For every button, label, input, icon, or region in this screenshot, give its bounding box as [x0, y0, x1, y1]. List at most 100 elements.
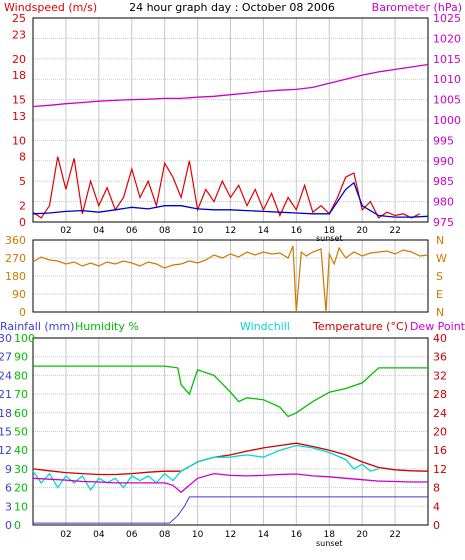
- humidity-tick-label: 40: [14, 444, 28, 457]
- x-tick-label: 02: [60, 530, 71, 540]
- winddir-tick-label: 270: [5, 252, 26, 265]
- temperature-tick-label: 28: [433, 388, 447, 401]
- barometer-tick-label: 985: [433, 175, 454, 188]
- humidity-tick-label: 0: [14, 519, 21, 532]
- humidity-tick-label: 30: [14, 463, 28, 476]
- temperature-tick-label: 8: [433, 482, 440, 495]
- x-tick-label: 12: [225, 226, 236, 236]
- temperature-tick-label: 40: [433, 332, 447, 345]
- windspeed-tick-label: 15: [12, 94, 26, 107]
- sunset-label: sunset: [316, 234, 343, 243]
- x-tick-label: 04: [93, 530, 105, 540]
- barometer-tick-label: 980: [433, 196, 454, 209]
- compass-label: S: [436, 270, 443, 283]
- rainfall-tick-label: 21: [0, 388, 12, 401]
- x-tick-label: 14: [258, 226, 270, 236]
- barometer-tick-label: 1000: [433, 114, 461, 127]
- humidity-tick-label: 70: [14, 388, 28, 401]
- compass-label: E: [436, 288, 443, 301]
- temperature-series-line: [32, 442, 429, 476]
- x-tick-label: 06: [126, 226, 138, 236]
- barometer-tick-label: 1010: [433, 73, 461, 86]
- humidity-series-line: [33, 365, 428, 418]
- barometer-tick-label: 975: [433, 216, 454, 229]
- compass-label: N: [436, 306, 444, 319]
- humidity-tick-label: 10: [14, 500, 28, 513]
- rainfall-tick-label: 3: [5, 500, 12, 513]
- temperature-axis-label: Temperature (°C): [312, 320, 408, 333]
- x-tick-label: 16: [291, 530, 303, 540]
- x-tick-label: 18: [324, 226, 336, 236]
- x-tick-label: 20: [356, 226, 368, 236]
- barometer-tick-label: 1025: [433, 12, 461, 25]
- humidity-tick-label: 80: [14, 369, 28, 382]
- windchill-label: Windchill: [240, 320, 290, 333]
- windspeed-tick-label: 20: [12, 53, 26, 66]
- humidity-tick-label: 60: [14, 407, 28, 420]
- rainfall-tick-label: 9: [5, 463, 12, 476]
- rainfall-tick-label: 12: [0, 444, 12, 457]
- temperature-tick-label: 0: [433, 519, 440, 532]
- humidity-axis-label: Humidity %: [75, 320, 139, 333]
- windspeed-tick-label: 2: [19, 200, 26, 213]
- winddir-tick-label: 90: [12, 288, 26, 301]
- windspeed-axis-label: Windspeed (m/s): [4, 1, 97, 14]
- rainfall-series-line: [33, 496, 428, 524]
- windspeed-tick-label: 13: [12, 110, 26, 123]
- windspeed-tick-label: 25: [12, 12, 26, 25]
- x-tick-label: 20: [356, 530, 368, 540]
- barometer-tick-label: 995: [433, 134, 454, 147]
- x-tick-label: 08: [159, 530, 171, 540]
- rainfall-tick-label: 15: [0, 426, 12, 439]
- windspeed-tick-label: 18: [12, 69, 26, 82]
- barometer-axis-label: Barometer (hPa): [372, 1, 462, 14]
- windspeed-tick-label: 0: [19, 216, 26, 229]
- winddir-tick-label: 180: [5, 270, 26, 283]
- windspeed-tick-label: 23: [12, 28, 26, 41]
- temperature-tick-label: 12: [433, 463, 447, 476]
- temp-panel-frame: [32, 337, 429, 526]
- x-tick-label: 06: [126, 530, 138, 540]
- sunset-label: sunset: [316, 539, 343, 548]
- barometer-series-line: [32, 63, 429, 108]
- barometer-tick-label: 1020: [433, 32, 461, 45]
- temperature-tick-label: 16: [433, 444, 447, 457]
- x-tick-label: 16: [291, 226, 303, 236]
- dewpoint-label: Dew Point: [410, 320, 465, 333]
- humidity-tick-label: 50: [14, 426, 28, 439]
- winddir-panel-frame: [32, 239, 429, 313]
- rainfall-tick-label: 0: [5, 519, 12, 532]
- x-tick-label: 12: [225, 530, 236, 540]
- wind-panel-frame: [32, 17, 429, 223]
- windspeed-tick-label: 10: [12, 134, 26, 147]
- winddir-tick-label: 0: [19, 306, 26, 319]
- temperature-tick-label: 36: [433, 351, 447, 364]
- winddir-tick-label: 360: [5, 234, 26, 247]
- humidity-tick-label: 20: [14, 482, 28, 495]
- x-tick-label: 08: [159, 226, 171, 236]
- x-tick-label: 10: [192, 226, 204, 236]
- rainfall-tick-label: 30: [0, 332, 12, 345]
- x-tick-label: 14: [258, 530, 270, 540]
- x-tick-label: 22: [389, 530, 400, 540]
- barometer-tick-label: 1005: [433, 94, 461, 107]
- rainfall-axis-label: Rainfall (mm): [0, 320, 74, 333]
- rainfall-tick-label: 18: [0, 407, 12, 420]
- chart-layer: 0258101315182023259759809859909951000100…: [0, 12, 461, 548]
- x-tick-label: 10: [192, 530, 204, 540]
- windchill-series-line: [32, 444, 379, 492]
- compass-label: W: [436, 252, 447, 265]
- winddir-series-line: [32, 245, 429, 313]
- humidity-tick-label: 100: [14, 332, 35, 345]
- x-tick-label: 02: [60, 226, 71, 236]
- dewpoint-series-line: [32, 472, 428, 494]
- rainfall-tick-label: 27: [0, 351, 12, 364]
- barometer-tick-label: 1015: [433, 53, 461, 66]
- barometer-tick-label: 990: [433, 155, 454, 168]
- windspeed-tick-label: 5: [19, 175, 26, 188]
- windspeed-tick-label: 8: [19, 151, 26, 164]
- x-tick-label: 18: [324, 530, 336, 540]
- temperature-tick-label: 24: [433, 407, 447, 420]
